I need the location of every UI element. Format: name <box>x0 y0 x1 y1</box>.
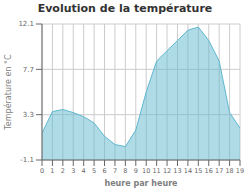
svg-text:10: 10 <box>142 167 150 175</box>
svg-text:18: 18 <box>225 167 233 175</box>
svg-text:19: 19 <box>236 167 242 175</box>
svg-text:Température en °C: Température en °C <box>8 54 13 131</box>
svg-text:14: 14 <box>184 167 192 175</box>
svg-text:4: 4 <box>82 167 86 175</box>
svg-text:3.3: 3.3 <box>23 111 34 119</box>
svg-text:7: 7 <box>113 167 117 175</box>
svg-text:12.1: 12.1 <box>18 20 34 28</box>
svg-text:3: 3 <box>71 167 75 175</box>
svg-text:15: 15 <box>194 167 202 175</box>
svg-text:5: 5 <box>92 167 96 175</box>
svg-text:13: 13 <box>173 167 181 175</box>
svg-text:9: 9 <box>134 167 138 175</box>
svg-text:7.7: 7.7 <box>23 66 34 74</box>
svg-text:1: 1 <box>50 167 54 175</box>
svg-text:0: 0 <box>40 167 44 175</box>
svg-text:17: 17 <box>215 167 223 175</box>
svg-text:heure par heure: heure par heure <box>104 179 178 188</box>
svg-text:8: 8 <box>123 167 127 175</box>
svg-text:12: 12 <box>163 167 171 175</box>
html-text:Evolution de la température: Evolution de la température <box>37 2 213 15</box>
svg-text:11: 11 <box>152 167 160 175</box>
svg-text:6: 6 <box>102 167 106 175</box>
svg-text:16: 16 <box>205 167 213 175</box>
svg-text:2: 2 <box>61 167 65 175</box>
svg-text:-1.1: -1.1 <box>20 156 34 164</box>
